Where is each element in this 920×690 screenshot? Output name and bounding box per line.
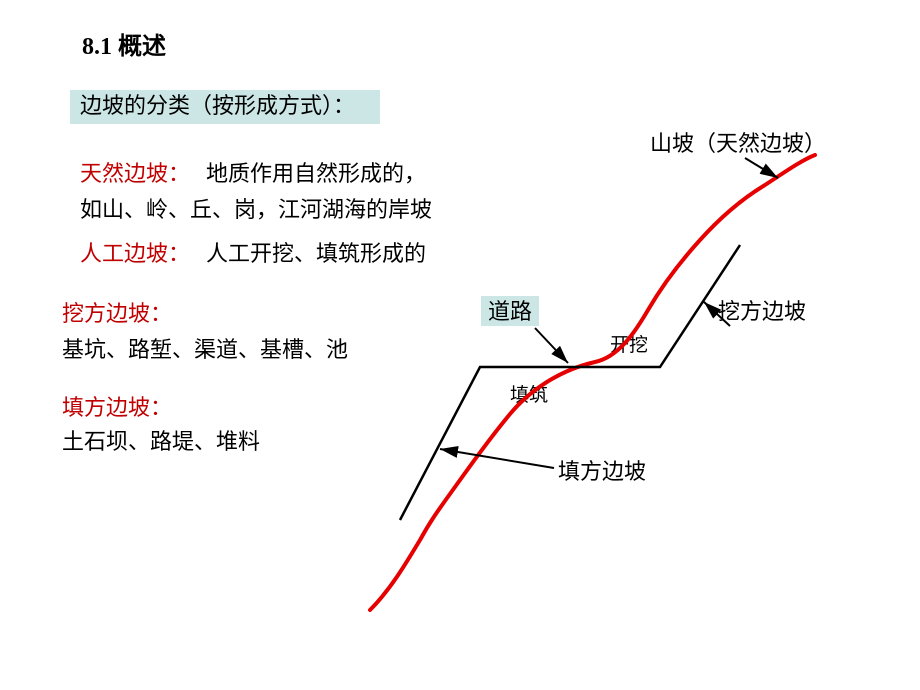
slide: 8.1 概述 边坡的分类（按形成方式）： 天然边坡： 地质作用自然形成的， 如山… [0, 0, 920, 690]
construction-profile [400, 245, 740, 520]
leader-hillside [745, 158, 778, 178]
leader-cut-slope [704, 302, 730, 326]
leader-road [535, 328, 568, 363]
terrain-curve [370, 155, 815, 610]
slope-diagram [0, 0, 920, 690]
leader-fill-slope [440, 449, 554, 468]
